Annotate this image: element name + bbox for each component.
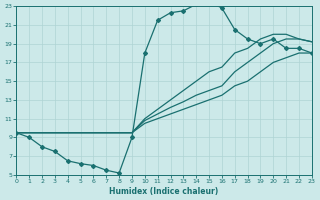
X-axis label: Humidex (Indice chaleur): Humidex (Indice chaleur): [109, 187, 219, 196]
